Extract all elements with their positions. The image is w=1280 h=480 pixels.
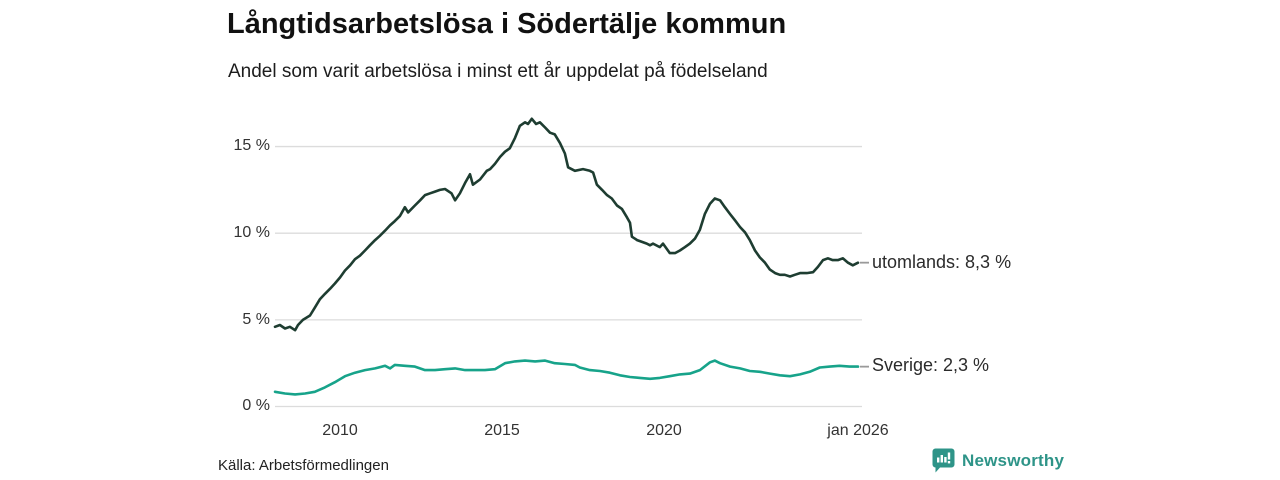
- x-axis-tick-2010: 2010: [322, 422, 358, 439]
- brand-lockup: Newsworthy: [932, 448, 1064, 474]
- y-axis-tick-15: 15 %: [233, 137, 270, 154]
- brand-name: Newsworthy: [962, 451, 1065, 470]
- y-axis-tick-0: 0 %: [242, 397, 270, 414]
- y-axis-tick-10: 10 %: [233, 224, 270, 241]
- y-axis-tick-5: 5 %: [242, 311, 270, 328]
- chart-title: Långtidsarbetslösa i Södertälje kommun: [227, 8, 787, 40]
- source-note: Källa: Arbetsförmedlingen: [218, 457, 389, 474]
- x-axis-tick-2015: 2015: [484, 422, 520, 439]
- x-axis-tick-2020: 2020: [646, 422, 682, 439]
- series-end-label-utomlands: utomlands: 8,3 %: [872, 252, 1012, 272]
- series-line-utomlands: [273, 117, 860, 332]
- series-line-sverige: [273, 359, 860, 396]
- series-end-label-sverige: Sverige: 2,3 %: [872, 355, 990, 375]
- chart-subtitle: Andel som varit arbetslösa i minst ett å…: [228, 61, 768, 82]
- newsworthy-logo-icon: [932, 448, 955, 474]
- x-axis-tick-jan-2026: jan 2026: [827, 422, 889, 439]
